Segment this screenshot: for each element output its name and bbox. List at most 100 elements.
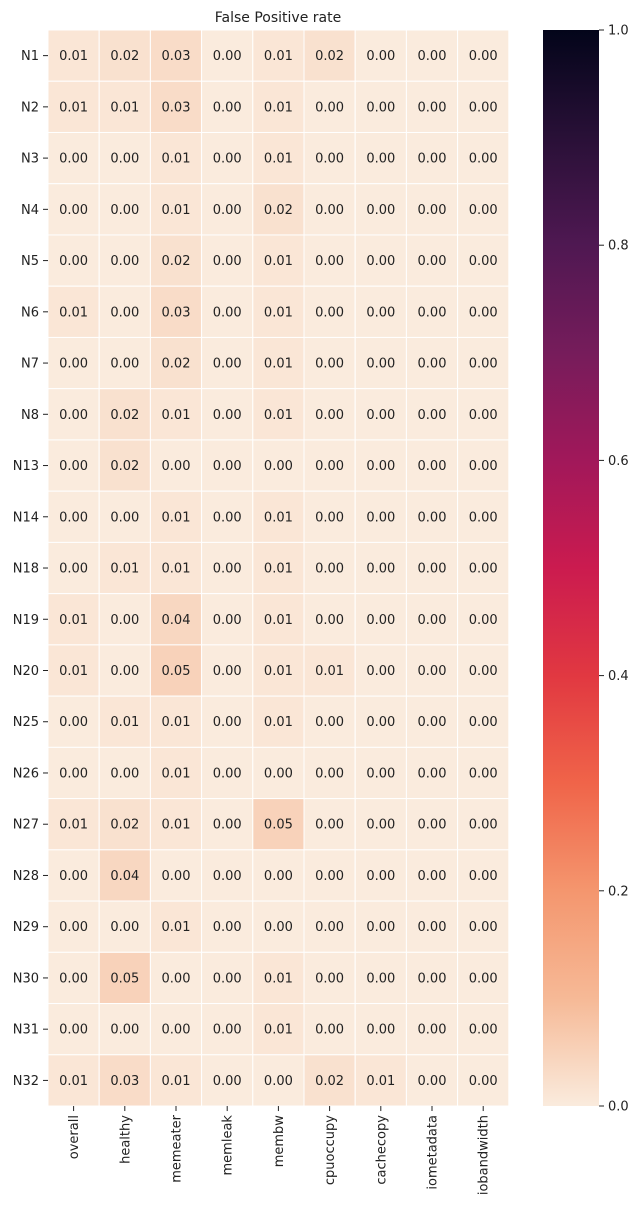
cell-value-label: 0.05 xyxy=(162,664,191,679)
column-label: healthy xyxy=(118,1115,133,1164)
cell-value-label: 0.00 xyxy=(110,664,139,679)
cell-value-label: 0.00 xyxy=(366,920,395,935)
row-label: N27 xyxy=(13,818,39,833)
heatmap-cell xyxy=(47,490,100,543)
heatmap-cell xyxy=(405,490,459,543)
heatmap-cell xyxy=(354,849,407,902)
heatmap-cell xyxy=(98,849,151,902)
colorbar-tick-label: 0.8 xyxy=(608,239,629,254)
heatmap-cell xyxy=(303,746,356,800)
heatmap-cell xyxy=(252,285,305,338)
heatmap-cell xyxy=(303,29,356,82)
cell-value-label: 0.00 xyxy=(469,459,498,474)
heatmap-cell xyxy=(405,593,459,646)
heatmap-cell xyxy=(457,183,510,236)
cell-value-label: 0.01 xyxy=(264,357,293,372)
heatmap-cell xyxy=(98,439,151,492)
cell-value-label: 0.00 xyxy=(59,203,88,218)
cell-value-label: 0.00 xyxy=(418,510,447,525)
cell-value-label: 0.00 xyxy=(213,510,242,525)
cell-value-label: 0.00 xyxy=(110,920,139,935)
row-label: N6 xyxy=(21,305,39,320)
cell-value-label: 0.00 xyxy=(469,715,498,730)
cell-value-label: 0.00 xyxy=(418,971,447,986)
heatmap-cell xyxy=(457,388,510,441)
heatmap-cell xyxy=(457,234,510,287)
cell-value-label: 0.00 xyxy=(418,49,447,64)
heatmap-cell xyxy=(354,388,407,441)
row-label: N3 xyxy=(21,152,39,167)
heatmap-cell xyxy=(47,695,100,748)
cell-value-label: 0.02 xyxy=(264,203,293,218)
cell-value-label: 0.00 xyxy=(469,613,498,628)
cell-value-label: 0.00 xyxy=(366,459,395,474)
heatmap-cell xyxy=(149,439,203,492)
heatmap-cell xyxy=(405,746,459,800)
cell-value-label: 0.00 xyxy=(469,49,498,64)
cell-value-label: 0.01 xyxy=(264,408,293,423)
colorbar-tick-label: 1.0 xyxy=(608,24,629,39)
heatmap-cell xyxy=(354,644,407,697)
cell-value-label: 0.00 xyxy=(315,971,344,986)
cell-value-label: 0.00 xyxy=(315,408,344,423)
row-label: N19 xyxy=(13,613,39,628)
heatmap-cell xyxy=(149,593,203,646)
heatmap-cell xyxy=(149,285,203,338)
heatmap-cell xyxy=(405,900,459,953)
cell-value-label: 0.00 xyxy=(366,715,395,730)
cell-value-label: 0.03 xyxy=(162,49,191,64)
heatmap-cell xyxy=(457,695,510,748)
column-labels: overall healthy memeater memleak membw cpuocc… xyxy=(67,1106,492,1195)
cell-value-label: 0.01 xyxy=(110,715,139,730)
cell-value-label: 0.01 xyxy=(162,510,191,525)
heatmap-cell xyxy=(354,490,407,543)
cell-value-label: 0.02 xyxy=(315,1074,344,1089)
heatmap-cell xyxy=(201,951,254,1005)
heatmap-cell xyxy=(149,388,203,441)
cell-value-label: 0.00 xyxy=(418,562,447,577)
heatmap-cell xyxy=(354,798,407,851)
cell-value-label: 0.02 xyxy=(110,49,139,64)
cell-value-label: 0.00 xyxy=(213,766,242,781)
heatmap-cell xyxy=(354,131,407,185)
heatmap-cell xyxy=(98,29,151,82)
heatmap-cell xyxy=(201,183,254,236)
cell-value-label: 0.00 xyxy=(213,715,242,730)
heatmap-cell xyxy=(252,695,305,748)
cell-value-label: 0.01 xyxy=(264,562,293,577)
heatmap-cell xyxy=(149,234,203,287)
cell-value-label: 0.00 xyxy=(469,766,498,781)
cell-value-label: 0.00 xyxy=(469,510,498,525)
row-label: N30 xyxy=(13,971,39,986)
cell-value-label: 0.00 xyxy=(315,613,344,628)
cell-value-label: 0.01 xyxy=(162,562,191,577)
heatmap-cell xyxy=(457,593,510,646)
cell-value-label: 0.00 xyxy=(366,869,395,884)
row-label: N7 xyxy=(21,357,39,372)
heatmap-cell xyxy=(457,900,510,953)
cell-value-label: 0.02 xyxy=(162,357,191,372)
heatmap-cell xyxy=(47,336,100,390)
heatmap-cell xyxy=(201,644,254,697)
cell-value-label: 0.00 xyxy=(366,49,395,64)
heatmap-cell xyxy=(149,900,203,953)
heatmap-cell xyxy=(149,798,203,851)
cell-value-label: 0.00 xyxy=(162,971,191,986)
cell-value-label: 0.01 xyxy=(110,100,139,115)
heatmap-cell xyxy=(201,1003,254,1056)
cell-value-label: 0.00 xyxy=(110,254,139,269)
cell-value-label: 0.01 xyxy=(264,971,293,986)
cell-value-label: 0.00 xyxy=(110,357,139,372)
row-label: N26 xyxy=(13,766,39,781)
colorbar-tick-label: 0.4 xyxy=(608,669,629,684)
cell-value-label: 0.00 xyxy=(110,203,139,218)
column-label: memleak xyxy=(221,1115,236,1176)
row-label: N2 xyxy=(21,100,39,115)
heatmap-cell xyxy=(303,541,356,595)
cell-value-label: 0.00 xyxy=(213,562,242,577)
heatmap-cell xyxy=(47,29,100,82)
cell-value-label: 0.00 xyxy=(213,613,242,628)
heatmap-cell xyxy=(303,490,356,543)
heatmap-cell xyxy=(405,1054,459,1107)
heatmap-cell xyxy=(354,541,407,595)
